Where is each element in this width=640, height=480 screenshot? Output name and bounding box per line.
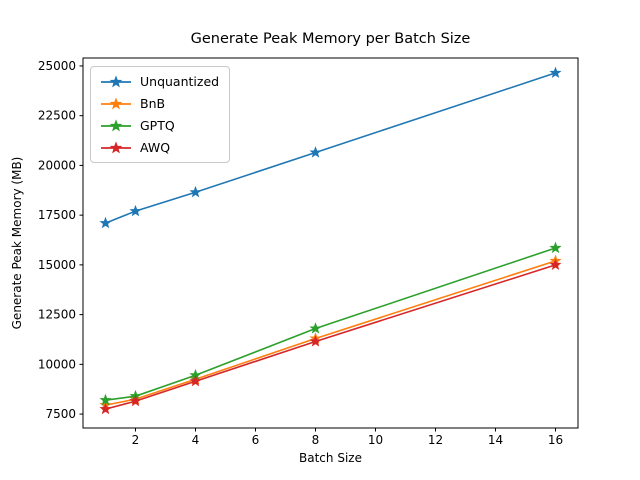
data-point-unquantized [99, 216, 112, 229]
legend-item-bnb: BnB [100, 96, 219, 111]
data-point-unquantized [549, 66, 562, 79]
y-tick-label: 17500 [38, 208, 76, 222]
data-point-gptq [99, 393, 112, 406]
legend-label: AWQ [140, 140, 171, 155]
legend-star-icon [109, 118, 123, 131]
x-tick-label: 10 [368, 433, 383, 447]
legend-label: GPTQ [140, 118, 175, 133]
legend-item-gptq: GPTQ [100, 118, 219, 133]
x-tick-label: 2 [132, 433, 140, 447]
legend-label: BnB [140, 96, 166, 111]
y-axis-label: Generate Peak Memory (MB) [10, 156, 24, 330]
legend-marker-icon [101, 118, 131, 131]
legend-star-icon [109, 96, 123, 109]
legend-item-awq: AWQ [100, 140, 219, 155]
y-tick-label: 25000 [38, 59, 76, 73]
chart-title: Generate Peak Memory per Batch Size [190, 31, 471, 47]
series-line-gptq [104, 247, 557, 401]
y-tick-label: 12500 [38, 308, 76, 322]
data-point-gptq [549, 241, 562, 254]
data-point-awq [549, 258, 562, 271]
data-point-unquantized [129, 204, 142, 217]
data-point-awq [189, 374, 202, 387]
data-point-gptq [309, 322, 322, 334]
x-tick-label: 4 [192, 433, 200, 447]
data-point-awq [129, 394, 142, 407]
x-tick-label: 14 [488, 433, 503, 447]
legend-star-icon [109, 74, 123, 87]
data-point-awq [99, 402, 112, 415]
data-point-unquantized [189, 185, 202, 198]
x-tick-label: 8 [312, 433, 320, 447]
legend-label: Unquantized [140, 74, 220, 89]
legend: Unquantized BnB GPTQ AWQ [90, 66, 231, 163]
data-point-unquantized [309, 146, 322, 158]
data-point-awq [309, 335, 322, 347]
axes-frame [82, 57, 579, 429]
y-tick-label: 20000 [38, 158, 76, 172]
x-axis-label: Batch Size [299, 451, 362, 465]
x-tick-label: 6 [252, 433, 260, 447]
x-tick-label: 16 [548, 433, 563, 447]
x-tick-label: 12 [428, 433, 443, 447]
y-tick-label: 7500 [45, 407, 76, 421]
legend-marker-icon [101, 96, 131, 109]
y-tick-label: 10000 [38, 357, 76, 371]
y-tick-label: 15000 [38, 258, 76, 272]
legend-marker-icon [101, 140, 131, 153]
legend-item-unquantized: Unquantized [100, 74, 219, 89]
legend-marker-icon [101, 74, 131, 87]
y-tick-label: 22500 [38, 109, 76, 123]
legend-star-icon [109, 140, 123, 153]
